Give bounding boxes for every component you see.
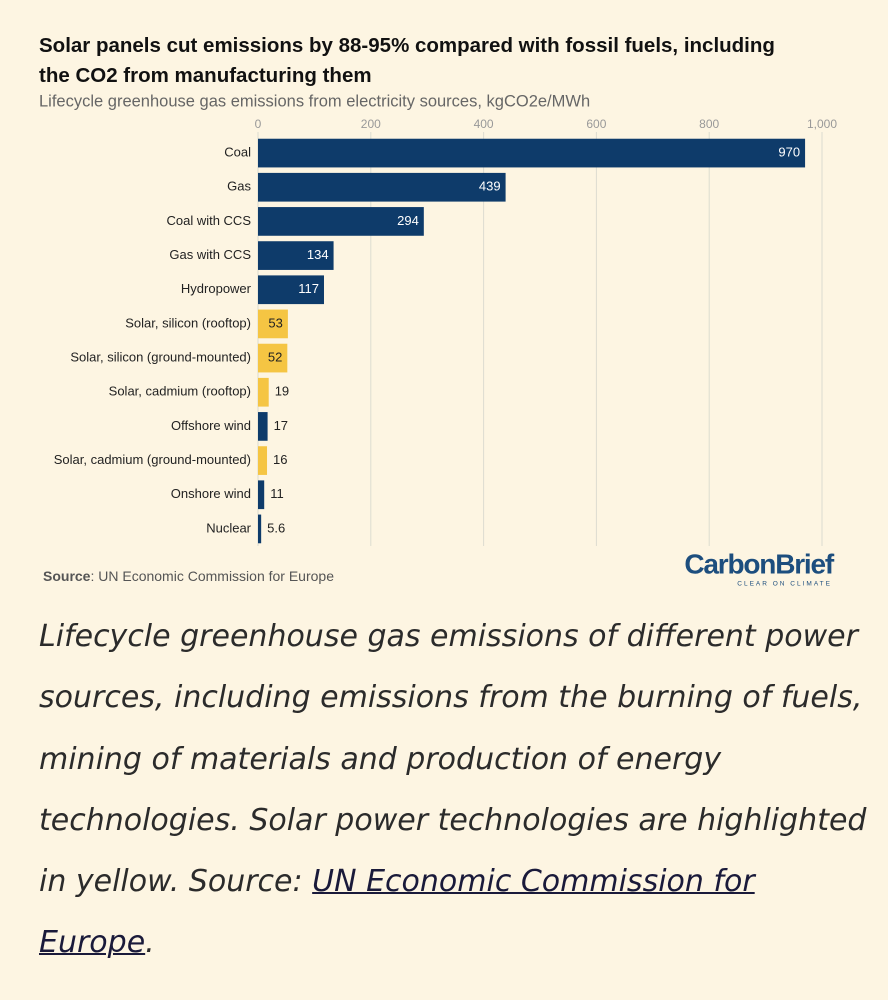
value-label: 5.6 bbox=[267, 520, 285, 535]
value-label: 439 bbox=[479, 179, 501, 194]
logo-tagline: CLEAR ON CLIMATE bbox=[737, 581, 832, 588]
y-tick-label: Coal bbox=[224, 145, 251, 160]
value-label: 134 bbox=[307, 247, 329, 262]
caption-link[interactable]: UN Economic Commission for Europe bbox=[39, 864, 755, 961]
caption-end: . bbox=[145, 925, 155, 961]
value-label: 11 bbox=[270, 486, 284, 501]
bar bbox=[258, 138, 806, 168]
value-label: 970 bbox=[778, 145, 800, 160]
value-label: 17 bbox=[274, 418, 288, 433]
value-label: 294 bbox=[397, 213, 419, 228]
y-tick-label: Solar, cadmium (ground-mounted) bbox=[54, 452, 251, 467]
bar bbox=[258, 207, 424, 236]
x-tick-label: 800 bbox=[699, 117, 719, 131]
logo: CarbonBrief bbox=[684, 548, 834, 579]
x-tick-label: 200 bbox=[361, 117, 381, 131]
y-tick-label: Coal with CCS bbox=[166, 213, 251, 228]
x-tick-label: 1,000 bbox=[807, 117, 837, 131]
value-label: 117 bbox=[298, 281, 319, 296]
value-label: 16 bbox=[273, 452, 287, 467]
value-label: 19 bbox=[275, 384, 289, 399]
caption-text: Lifecycle greenhouse gas emissions of di… bbox=[39, 619, 867, 900]
chart: Solar panels cut emissions by 88-95% com… bbox=[39, 34, 837, 588]
bar bbox=[258, 446, 268, 475]
bar bbox=[258, 412, 268, 441]
x-tick-label: 600 bbox=[586, 117, 606, 131]
y-tick-label: Offshore wind bbox=[171, 418, 251, 433]
value-label: 52 bbox=[268, 350, 282, 365]
bar bbox=[258, 514, 262, 544]
caption: Lifecycle greenhouse gas emissions of di… bbox=[39, 606, 869, 974]
bar bbox=[258, 343, 288, 373]
source: Source: UN Economic Commission for Europ… bbox=[43, 568, 334, 584]
y-tick-label: Solar, silicon (ground-mounted) bbox=[70, 350, 251, 365]
y-tick-label: Solar, silicon (rooftop) bbox=[125, 315, 251, 330]
source-label: Source bbox=[43, 568, 91, 584]
chart-subtitle: Lifecycle greenhouse gas emissions from … bbox=[39, 92, 590, 110]
bar bbox=[258, 309, 288, 339]
x-tick-label: 0 bbox=[255, 117, 262, 131]
y-tick-label: Hydropower bbox=[181, 281, 252, 296]
y-tick-label: Nuclear bbox=[206, 520, 251, 535]
bar bbox=[258, 480, 265, 510]
y-tick-label: Solar, cadmium (rooftop) bbox=[109, 384, 251, 399]
bar bbox=[258, 241, 334, 270]
bar bbox=[258, 172, 506, 202]
y-tick-label: Gas bbox=[227, 179, 251, 194]
bar bbox=[258, 377, 269, 407]
source-text: : UN Economic Commission for Europe bbox=[90, 568, 334, 584]
chart-title: Solar panels cut emissions by 88-95% com… bbox=[39, 34, 775, 87]
y-tick-label: Onshore wind bbox=[171, 486, 251, 501]
y-tick-label: Gas with CCS bbox=[169, 247, 251, 262]
x-tick-label: 400 bbox=[474, 117, 494, 131]
bar bbox=[258, 275, 324, 305]
value-label: 53 bbox=[268, 315, 282, 330]
